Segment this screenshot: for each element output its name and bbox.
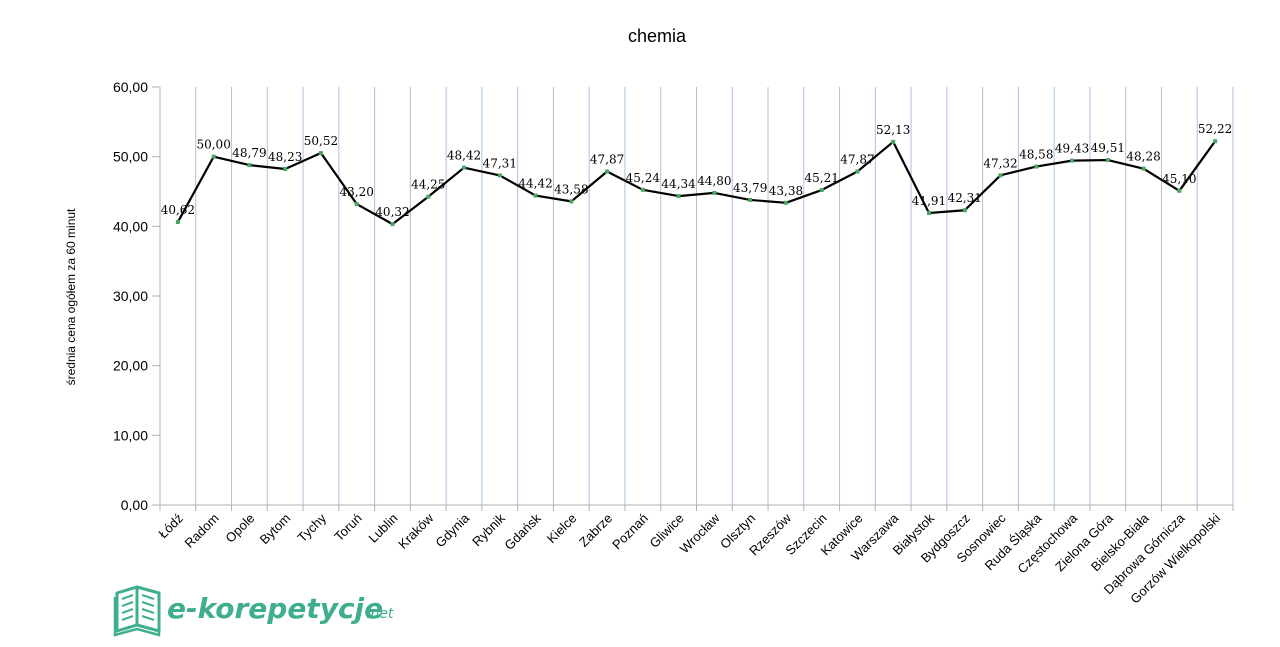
data-label: 45,21 [805,171,839,185]
x-tick-label: Zabrze [576,511,615,550]
data-label: 43,58 [554,182,588,196]
data-label: 49,43 [1055,142,1089,156]
data-point [390,222,395,227]
data-point [640,187,645,192]
series-line-path [176,140,1217,226]
x-tick-label: Kielce [544,511,580,547]
data-label: 47,87 [840,153,874,167]
logo-suffix: .net [366,606,394,622]
data-label: 44,34 [661,177,696,191]
data-label: 44,80 [697,174,731,188]
data-point [891,139,896,144]
y-axis-label: średnia cena ogółem za 60 minut [64,208,78,385]
data-label: 40,62 [161,203,195,217]
logo-text: e-korepetycje [167,592,383,625]
y-tick-label: 30,00 [113,288,148,304]
data-label: 43,20 [340,185,374,199]
data-label: 48,23 [268,150,302,164]
data-point [1177,188,1182,193]
data-point [247,163,252,168]
data-point [712,190,717,195]
data-label: 43,79 [733,181,767,195]
x-tick-label: Wrocław [677,510,723,556]
data-label: 49,51 [1091,141,1125,155]
data-point [1034,164,1039,169]
y-tick-label: 60,00 [113,79,148,95]
data-point [354,202,359,207]
data-label: 40,32 [375,205,409,219]
axes [152,86,1234,511]
x-tick-label: Kraków [395,510,437,552]
data-label: 47,32 [983,156,1017,170]
data-label: 48,28 [1126,150,1160,164]
data-label: 50,52 [304,134,338,148]
data-label: 48,42 [447,149,481,163]
chart-title: chemia [628,26,687,46]
data-label: 44,42 [518,177,552,191]
x-tick-label: Toruń [331,511,365,545]
data-point [926,211,931,216]
data-label: 41,91 [912,194,946,208]
data-point [283,166,288,171]
data-label: 52,13 [876,123,910,137]
x-tick-label: Gdańsk [501,510,544,553]
x-tick-label: Gdynia [432,510,472,550]
logo: e-korepetycje .net [113,585,394,637]
data-point [569,199,574,204]
y-tick-label: 20,00 [113,358,148,374]
data-point [318,151,323,156]
grid-lines [195,87,1198,505]
data-point [783,200,788,205]
y-tick-labels: 0,00 10,00 20,00 30,00 40,00 50,00 60,00 [113,79,148,513]
data-point [1213,139,1218,144]
data-label: 44,25 [411,178,445,192]
data-point [1070,158,1075,163]
data-label: 52,22 [1198,122,1232,136]
data-label: 47,87 [590,153,624,167]
data-point [175,220,180,225]
book-icon [113,585,161,637]
data-point [819,188,824,193]
data-point [998,173,1003,178]
x-tick-label: Opole [222,511,257,546]
x-tick-label: Radom [182,511,222,551]
data-point [605,169,610,174]
data-point [962,208,967,213]
data-label: 50,00 [196,138,230,152]
data-label: 42,31 [948,191,982,205]
data-point [211,154,216,159]
data-point [462,165,467,170]
data-point [1105,158,1110,163]
x-tick-label: Poznań [609,511,651,553]
data-label: 45,10 [1162,172,1196,186]
data-point [533,193,538,198]
data-point [855,169,860,174]
data-point [426,194,431,199]
data-label: 48,58 [1019,148,1053,162]
y-tick-label: 40,00 [113,218,148,234]
x-tick-label: Łódź [155,511,186,542]
data-point [497,173,502,178]
series-line [176,140,1217,226]
data-label: 47,31 [483,156,517,170]
data-label: 43,38 [769,184,803,198]
data-point [1141,166,1146,171]
y-tick-label: 0,00 [121,497,148,513]
x-tick-label: Tychy [294,510,329,545]
y-tick-label: 50,00 [113,149,148,165]
data-label: 45,24 [626,171,661,185]
data-point [748,197,753,202]
data-point [676,194,681,199]
data-label: 48,79 [232,146,266,160]
data-markers [175,139,1218,227]
x-tick-label: Bytom [257,511,294,548]
y-tick-label: 10,00 [113,427,148,443]
